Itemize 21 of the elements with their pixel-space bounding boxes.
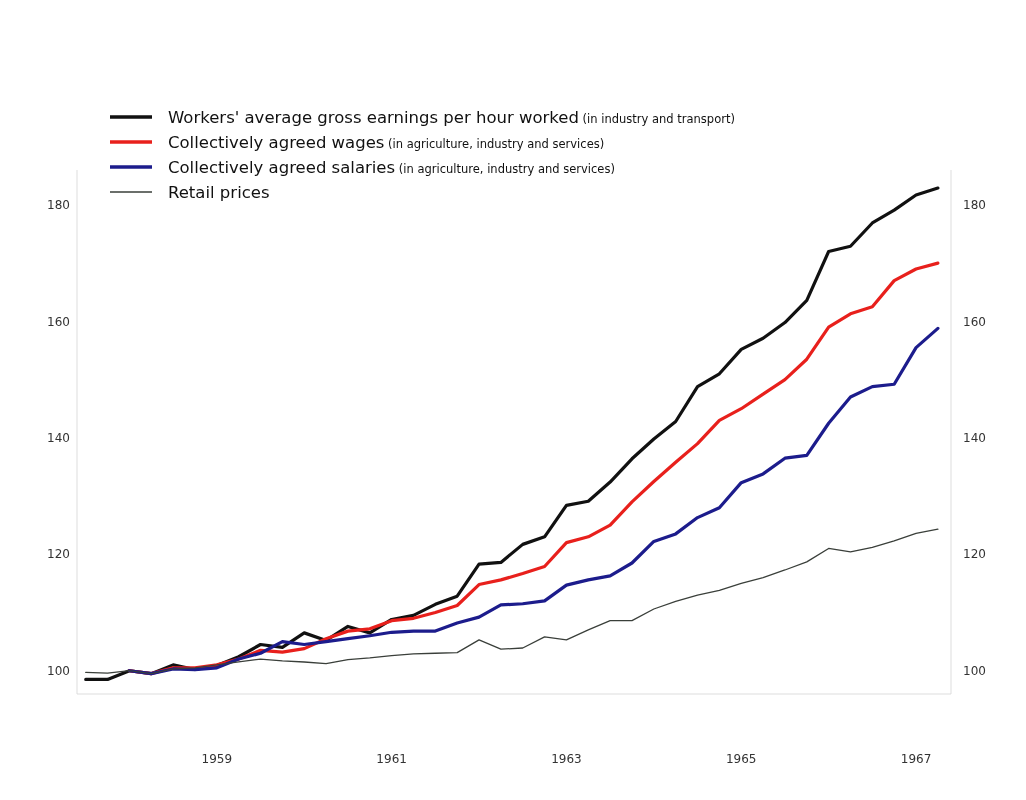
y-tick-label: 120 <box>47 547 70 562</box>
line-series <box>85 528 939 675</box>
legend-label: Workers' average gross earnings per hour worked (in industry and transport) <box>168 107 735 127</box>
legend-label: Retail prices <box>168 182 270 202</box>
y2-tick-label: 160 <box>963 314 986 329</box>
y-tick-label: 180 <box>47 198 70 213</box>
line-series <box>127 326 940 676</box>
y-tick-label: 100 <box>47 663 70 678</box>
y2-tick-label: 140 <box>963 431 986 446</box>
y-tick-label: 140 <box>47 431 70 446</box>
y2-tick-label: 120 <box>963 547 986 562</box>
y2-tick-label: 100 <box>963 663 986 678</box>
x-tick-label: 1965 <box>725 752 757 766</box>
x-tick-label: 1959 <box>201 752 233 766</box>
x-tick-label: 1963 <box>551 752 582 766</box>
y2-tick-label: 180 <box>963 198 986 213</box>
x-tick-label: 1967 <box>900 752 932 766</box>
legend-label: Collectively agreed salaries (in agriculture, industry and services) <box>168 157 615 177</box>
y-tick-label: 160 <box>47 314 70 329</box>
legend-label: Collectively agreed wages (in agriculture, industry and services) <box>168 132 605 152</box>
x-tick-label: 1961 <box>376 752 407 766</box>
